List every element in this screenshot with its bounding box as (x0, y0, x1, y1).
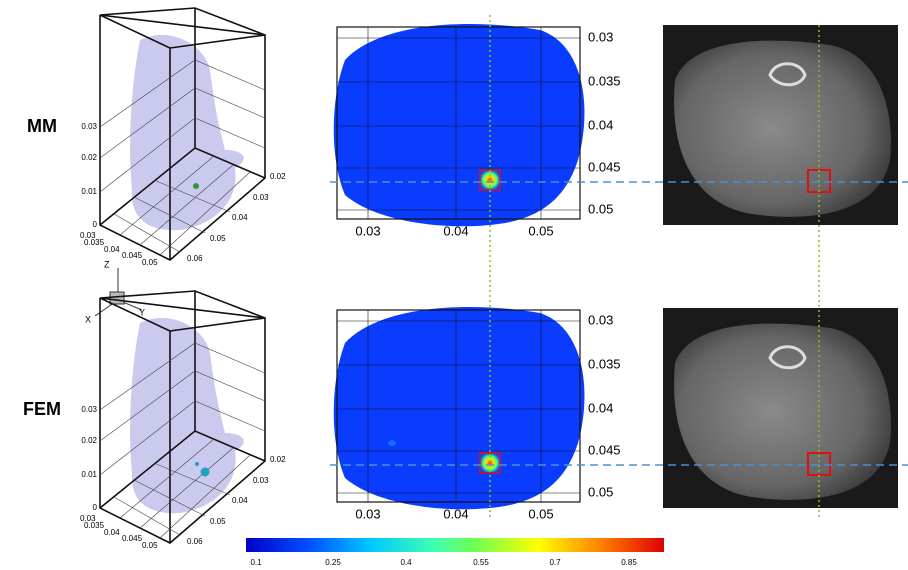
x-tick-label: 0.05 (528, 506, 553, 521)
ct-body (674, 41, 891, 217)
figure: Z X Y MM00.010.020.030.030.0350.040.0450… (0, 0, 908, 570)
y-tick-label: 0.04 (588, 117, 613, 132)
colorbar-tick-label: 0.25 (325, 558, 341, 567)
y-tick-label: 0.04 (232, 496, 248, 505)
y-tick-label: 0.05 (210, 234, 226, 243)
colorbar-tick-label: 0.7 (549, 558, 561, 567)
source (195, 462, 199, 466)
volume (130, 318, 244, 513)
ct-body (674, 324, 891, 500)
x-tick-label: 0.05 (142, 258, 158, 267)
y-tick-label: 0.02 (270, 455, 286, 464)
row: MM00.010.020.030.030.0350.040.0450.050.0… (27, 8, 908, 267)
triad-label: Y (139, 307, 145, 317)
y-tick-label: 0.03 (253, 193, 269, 202)
y-tick-label: 0.05 (588, 484, 613, 499)
y-tick-label: 0.05 (588, 201, 613, 216)
y-tick-label: 0.04 (232, 213, 248, 222)
x-tick-label: 0.04 (443, 506, 468, 521)
x-tick-label: 0.045 (122, 251, 143, 260)
z-tick-label: 0.03 (81, 405, 97, 414)
volume (130, 35, 244, 230)
source (201, 468, 210, 477)
z-tick-label: 0.03 (81, 122, 97, 131)
z-tick-label: 0 (93, 220, 98, 229)
y-tick-label: 0.035 (588, 356, 621, 371)
x-tick-label: 0.05 (142, 541, 158, 550)
z-tick-label: 0.01 (81, 470, 97, 479)
y-tick-label: 0.06 (187, 537, 203, 546)
z-tick-label: 0.02 (81, 153, 97, 162)
x-tick-label: 0.03 (355, 506, 380, 521)
source (193, 183, 199, 189)
y-tick-label: 0.05 (210, 517, 226, 526)
x-tick-label: 0.035 (84, 238, 105, 247)
y-tick-label: 0.02 (270, 172, 286, 181)
artifact (388, 440, 396, 446)
x-tick-label: 0.04 (104, 528, 120, 537)
y-tick-label: 0.045 (588, 159, 621, 174)
z-tick-label: 0 (93, 503, 98, 512)
x-tick-label: 0.03 (355, 223, 380, 238)
colorbar-tick-label: 0.4 (400, 558, 412, 567)
triad-label: X (85, 314, 91, 324)
triad-label: Z (104, 259, 110, 269)
y-tick-label: 0.04 (588, 400, 613, 415)
x-tick-label: 0.045 (122, 534, 143, 543)
row-label: FEM (23, 399, 61, 419)
colorbar-tick-label: 0.85 (621, 558, 637, 567)
y-tick-label: 0.03 (588, 312, 613, 327)
x-tick-label: 0.04 (104, 245, 120, 254)
z-tick-label: 0.02 (81, 436, 97, 445)
triad (95, 268, 142, 316)
x-tick-label: 0.04 (443, 223, 468, 238)
colorbar-tick-label: 0.55 (473, 558, 489, 567)
y-tick-label: 0.045 (588, 442, 621, 457)
colorbar-tick-label: 0.1 (250, 558, 262, 567)
z-tick-label: 0.01 (81, 187, 97, 196)
y-tick-label: 0.06 (187, 254, 203, 263)
row-label: MM (27, 116, 57, 136)
row: FEM00.010.020.030.030.0350.040.0450.050.… (23, 291, 908, 550)
x-tick-label: 0.05 (528, 223, 553, 238)
y-tick-label: 0.03 (588, 29, 613, 44)
y-tick-label: 0.03 (253, 476, 269, 485)
colorbar (246, 538, 664, 552)
field (334, 307, 585, 509)
field (334, 24, 585, 226)
y-tick-label: 0.035 (588, 73, 621, 88)
x-tick-label: 0.035 (84, 521, 105, 530)
